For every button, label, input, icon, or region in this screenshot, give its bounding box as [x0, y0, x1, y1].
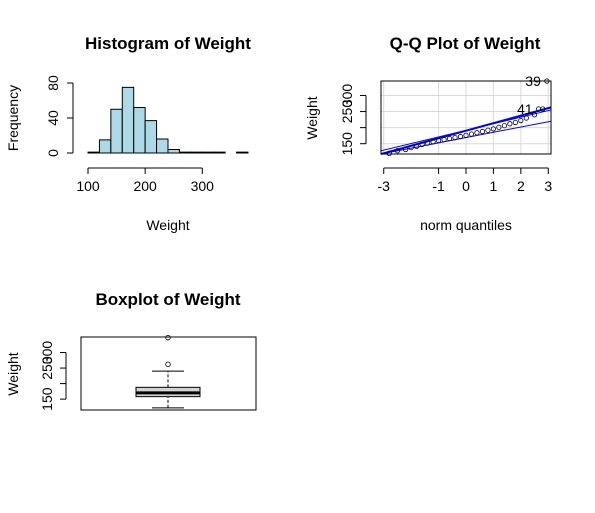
qq-point-16 — [479, 128, 486, 135]
histogram-y-axis: 0 40 80 — [45, 75, 74, 157]
qq-point-18 — [490, 126, 497, 132]
qq-point-13 — [463, 132, 469, 138]
histogram-bar-5 — [144, 120, 158, 154]
qq-point-21 — [507, 121, 513, 127]
qq-point-1 — [394, 148, 401, 154]
histogram-y-tick-label-40: 40 — [45, 110, 61, 126]
qq-points — [386, 106, 546, 156]
histogram-bar-8 — [178, 151, 192, 154]
qq-point-8 — [435, 137, 442, 144]
qq-point-19 — [496, 124, 502, 130]
qq-point-4 — [414, 143, 420, 149]
histogram-x-tick-label-300: 300 — [191, 178, 215, 194]
qq-point-7 — [430, 139, 436, 145]
histogram-y-tick-label-80: 80 — [45, 75, 61, 91]
histogram-panel: Histogram of Weight 100 200 300 0 40 80 Weig… — [5, 34, 251, 233]
qq-point-23 — [518, 117, 524, 124]
qq-x-label: norm quantiles — [420, 217, 512, 233]
histogram-title: Histogram of Weight — [85, 34, 251, 53]
qq-x-tick-label--3: -3 — [378, 178, 391, 194]
boxplot-y-tick-label-250: 250 — [39, 356, 55, 380]
qq-y-label: Weight — [304, 96, 320, 139]
histogram-y-tick-label-0: 0 — [45, 149, 61, 157]
qq-point-25 — [531, 112, 538, 118]
histogram-x-label: Weight — [146, 217, 189, 233]
qq-y-tick-label-250: 250 — [339, 100, 355, 124]
histogram-bar-10 — [201, 151, 215, 154]
qq-y-tick-label-300: 300 — [339, 84, 355, 108]
qq-point-11 — [452, 134, 458, 141]
boxplot-outlier-0 — [165, 361, 171, 368]
qq-point-9 — [441, 136, 447, 143]
boxplot-outlier-1 — [165, 334, 171, 341]
histogram-y-label: Frequency — [5, 85, 21, 151]
boxplot-y-tick-label-300: 300 — [39, 341, 55, 365]
qq-x-tick-label--1: -1 — [432, 178, 445, 194]
qq-point-15 — [474, 130, 480, 136]
histogram-bar-2 — [110, 108, 123, 154]
histogram-bar-1 — [98, 139, 112, 154]
qq-x-tick-label-3: 3 — [544, 178, 552, 194]
histogram-x-axis: 100 200 300 — [76, 167, 215, 194]
histogram-x-tick-label-100: 100 — [76, 178, 100, 194]
qq-x-tick-label-1: 1 — [490, 178, 498, 194]
qq-point-17 — [485, 127, 491, 133]
histogram-bar-0 — [87, 151, 100, 154]
qq-x-tick-label-0: 0 — [462, 178, 470, 194]
histogram-bar-4 — [133, 107, 146, 154]
qq-grid — [381, 81, 551, 154]
histogram-bar-6 — [156, 138, 169, 154]
qq-point-10 — [446, 135, 453, 142]
qq-point-0 — [386, 150, 392, 156]
qq-title: Q-Q Plot of Weight — [390, 34, 541, 53]
boxplot-title: Boxplot of Weight — [95, 290, 240, 309]
qq-point-24 — [523, 115, 529, 121]
boxplot-frame — [80, 336, 257, 411]
qq-point-20 — [501, 123, 507, 129]
histogram-bar-7 — [167, 149, 180, 154]
qq-labeled-point-41 — [536, 106, 542, 112]
boxplot-body — [135, 334, 201, 409]
qq-plot-frame — [380, 80, 552, 155]
histogram-bars — [87, 86, 249, 154]
qq-point-6 — [425, 140, 431, 146]
histogram-bar-9 — [190, 151, 203, 154]
histogram-bar-13 — [236, 151, 249, 154]
qq-x-tick-label-2: 2 — [517, 178, 525, 194]
boxplot-y-label: Weight — [5, 352, 21, 395]
qq-point-12 — [457, 134, 464, 140]
qq-point-3 — [408, 144, 414, 151]
histogram-bar-11 — [213, 151, 226, 154]
histogram-bar-3 — [121, 86, 135, 154]
qq-x-axis: -3 -1 0 1 2 3 — [378, 167, 552, 194]
qq-point-22 — [512, 119, 518, 126]
qq-y-tick-label-150: 150 — [339, 132, 355, 156]
qq-point-5 — [419, 141, 425, 147]
histogram-x-tick-label-200: 200 — [133, 178, 157, 194]
boxplot-y-tick-label-150: 150 — [39, 387, 55, 411]
qq-point-2 — [403, 146, 409, 153]
qq-point-label-41: 41 — [517, 101, 533, 117]
qq-point-14 — [468, 131, 475, 137]
